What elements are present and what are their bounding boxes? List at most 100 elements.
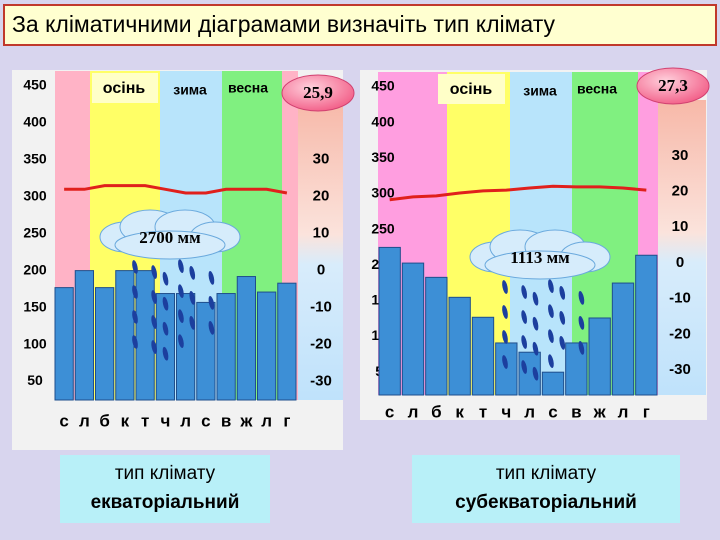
- rain-drop: [162, 296, 169, 311]
- x-tick-label: к: [121, 411, 130, 430]
- x-tick-label: к: [455, 402, 464, 421]
- y2-tick-label: -30: [310, 372, 332, 389]
- y2-tick-label: 30: [313, 151, 330, 168]
- cloud: [484, 250, 596, 280]
- rain-drop: [208, 271, 215, 285]
- y2-tick-label: -10: [310, 299, 332, 316]
- rain-drop: [548, 354, 554, 369]
- total-precipitation: 2700 мм: [139, 228, 201, 247]
- x-tick-label: л: [408, 402, 419, 421]
- season-label: зима: [523, 83, 557, 99]
- caption-line: тип клімату: [115, 463, 216, 484]
- x-tick-label: б: [431, 402, 442, 421]
- bar: [378, 246, 401, 396]
- season-label: весна: [577, 81, 617, 97]
- x-tick-label: ж: [239, 411, 253, 430]
- rain-drop: [151, 265, 158, 279]
- rain-drop: [548, 304, 554, 319]
- rain-drop: [559, 336, 566, 350]
- temp-oval: [281, 74, 355, 112]
- cloud: [114, 230, 226, 260]
- y2-tick-label: 20: [313, 188, 330, 205]
- rain-drop: [132, 285, 138, 299]
- slide-title: За кліматичними діаграмами визначіть тип…: [12, 11, 556, 37]
- y2-tick-label: 30: [672, 147, 689, 164]
- rain-drop: [132, 260, 138, 274]
- x-tick-label: в: [571, 402, 581, 421]
- caption-box: [412, 455, 680, 523]
- rain-drop: [548, 279, 554, 294]
- rain-drop: [578, 316, 585, 330]
- rain-drop: [521, 285, 528, 299]
- bar: [611, 282, 635, 396]
- y-tick-label: 300: [371, 185, 395, 201]
- x-tick-label: ч: [160, 411, 170, 430]
- title-box: [3, 4, 717, 46]
- rain-drop: [151, 290, 158, 304]
- x-tick-label: л: [180, 411, 191, 430]
- temp-column: [658, 100, 706, 395]
- x-tick-label: г: [643, 402, 650, 421]
- rain-drop: [151, 315, 158, 329]
- y2-tick-label: -20: [310, 336, 332, 353]
- rain-drop: [132, 335, 138, 349]
- bar: [495, 342, 518, 396]
- season-label: осінь: [103, 80, 146, 97]
- x-tick-label: г: [283, 411, 290, 430]
- bar: [401, 262, 425, 396]
- season-box: [438, 74, 505, 104]
- bar: [196, 301, 216, 401]
- y-tick-label: 450: [23, 76, 47, 92]
- season-box: [92, 73, 158, 103]
- rain-drop: [132, 310, 138, 324]
- bar: [635, 254, 658, 396]
- bar: [257, 291, 277, 401]
- y2-tick-label: -20: [669, 325, 691, 342]
- rain-drop: [578, 291, 585, 305]
- rain-drop: [189, 291, 196, 305]
- x-tick-label: т: [479, 402, 487, 421]
- rain-drop: [502, 355, 508, 369]
- rain-drop: [162, 271, 169, 286]
- y-tick-label: 350: [23, 150, 47, 166]
- x-tick-label: л: [618, 402, 629, 421]
- rain-drop: [178, 309, 184, 324]
- x-tick-label: л: [79, 411, 90, 430]
- rain-drop: [502, 280, 508, 294]
- y2-tick-label: -30: [669, 361, 691, 378]
- bar: [471, 316, 495, 396]
- rain-drop: [548, 329, 554, 344]
- y-tick-label: 400: [23, 113, 47, 129]
- rain-drop: [502, 305, 508, 319]
- y-tick-label: 400: [371, 113, 395, 129]
- y2-tick-label: 10: [313, 225, 330, 242]
- y-tick-label: 150: [23, 298, 47, 314]
- season-label: зима: [173, 82, 207, 98]
- y-tick-label: 100: [23, 335, 47, 351]
- rain-drop: [208, 321, 215, 335]
- temp-oval: [636, 67, 710, 105]
- bar: [54, 287, 74, 401]
- y2-tick-label: 20: [672, 183, 689, 200]
- rain-drop: [532, 366, 539, 381]
- y2-tick-label: 0: [317, 262, 325, 279]
- total-precipitation: 1113 мм: [510, 248, 570, 267]
- y-tick-label: 50: [27, 372, 43, 388]
- bar: [74, 270, 94, 401]
- rain-drop: [178, 259, 184, 274]
- rain-drop: [532, 341, 539, 356]
- y-tick-label: 350: [371, 149, 395, 165]
- rain-drop: [162, 321, 169, 336]
- temperature-line: [389, 184, 647, 202]
- y-tick-label: 250: [371, 220, 395, 236]
- x-tick-label: л: [524, 402, 535, 421]
- rain-drop: [532, 291, 539, 306]
- rain-drop: [521, 310, 528, 324]
- x-tick-label: л: [261, 411, 272, 430]
- rain-drop: [559, 311, 566, 325]
- rain-drop: [189, 266, 196, 280]
- rain-drop: [521, 360, 528, 374]
- rain-drop: [178, 284, 184, 299]
